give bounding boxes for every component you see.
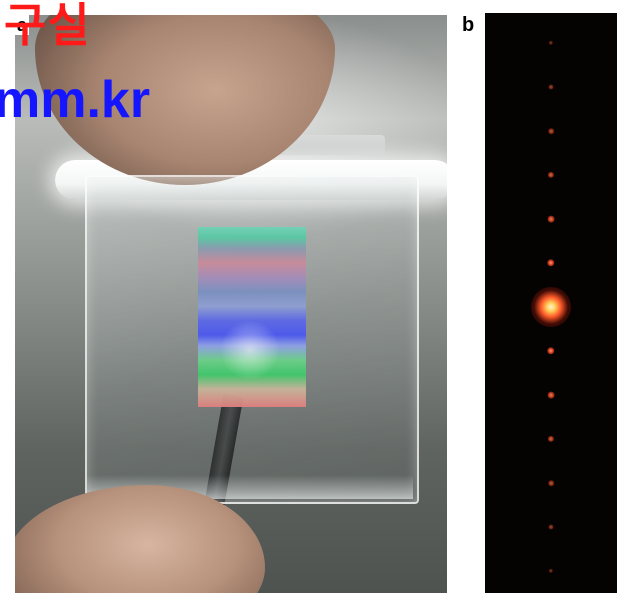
diffraction-spot <box>547 391 555 399</box>
diffraction-spot <box>547 215 555 223</box>
diffraction-panel <box>485 13 617 593</box>
panel-label-b: b <box>462 14 475 36</box>
diffraction-spot <box>547 347 555 355</box>
panel-label-a: a <box>15 15 29 35</box>
diffraction-spot <box>548 128 554 134</box>
watermark-korean-text: 구실 <box>4 0 91 51</box>
iridescent-grating-patch <box>198 227 306 407</box>
diffraction-spot <box>548 480 554 486</box>
diffraction-spot <box>548 524 554 530</box>
diffraction-spot <box>548 568 554 574</box>
grating-highlight <box>220 320 280 380</box>
diffraction-spot <box>548 84 554 90</box>
diffraction-spot-zero-order <box>531 287 571 327</box>
diffraction-spot <box>547 171 555 179</box>
diffraction-spot <box>547 259 555 267</box>
watermark-domain-text: mm.kr <box>0 71 151 129</box>
diffraction-spot <box>548 40 554 46</box>
diffraction-spot <box>547 435 555 443</box>
photo-panel <box>15 15 447 593</box>
